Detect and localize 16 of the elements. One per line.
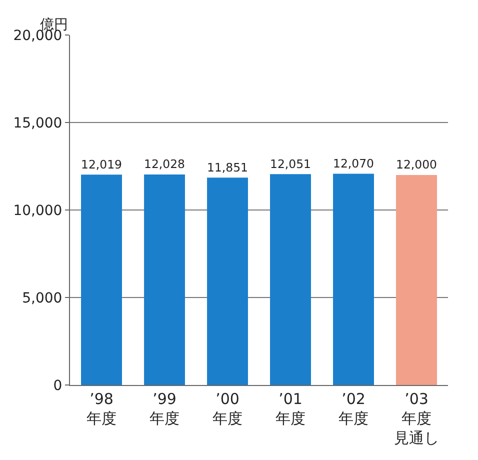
x-tick-label: ’98年度 <box>86 390 116 428</box>
data-label: 12,019 <box>81 157 122 172</box>
y-tick-label: 10,000 <box>13 202 62 219</box>
y-tick-label: 0 <box>53 378 62 394</box>
x-tick-label: ’01年度 <box>276 390 306 428</box>
y-tick-label: 5,000 <box>22 290 62 306</box>
data-label: 12,000 <box>396 158 437 172</box>
x-tick-label: ’02年度 <box>338 390 368 428</box>
x-tick-label: ’03年度見通し <box>394 390 439 447</box>
data-label: 12,028 <box>144 157 185 172</box>
y-tick-label: 15,000 <box>13 115 62 132</box>
x-tick-label: ’00年度 <box>212 390 242 428</box>
data-label: 11,851 <box>207 160 248 174</box>
data-label: 12,070 <box>333 156 374 170</box>
data-label: 12,051 <box>270 156 311 171</box>
x-tick-label: ’99年度 <box>150 390 180 428</box>
